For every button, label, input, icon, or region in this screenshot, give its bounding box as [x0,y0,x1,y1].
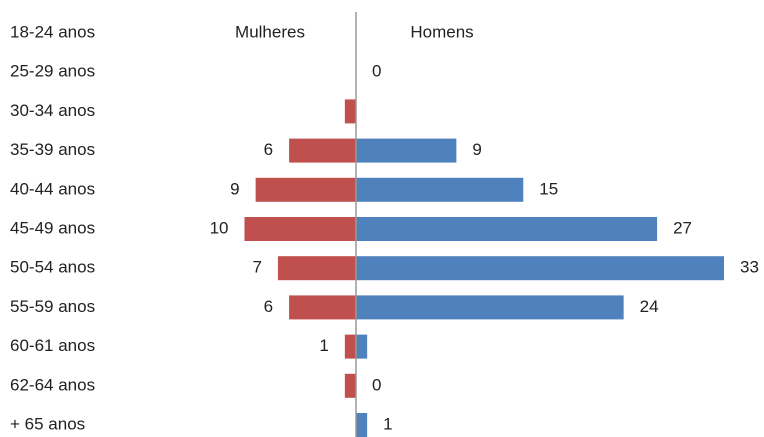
bar [356,138,457,163]
category-label: 45-49 anos [10,218,95,237]
bar [356,334,368,359]
category-label: 30-34 anos [10,101,95,120]
data-label: 0 [372,375,381,394]
data-label: 15 [539,179,558,198]
category-label: 18-24 anos [10,22,95,41]
category-label: 25-29 anos [10,62,95,81]
category-label: + 65 anos [10,414,85,433]
bar [289,138,356,163]
data-label: 9 [472,140,481,159]
data-label: 7 [252,258,261,277]
bar [356,413,368,437]
bar [277,256,356,281]
data-label: 1 [383,414,392,433]
data-label: 33 [740,258,759,277]
data-label: 9 [230,179,239,198]
category-label: 62-64 anos [10,375,95,394]
bar [244,217,356,241]
series-name: Mulheres [235,22,305,41]
bar [356,217,658,241]
data-label: 1 [319,336,328,355]
data-label: 27 [673,218,692,237]
data-label: 6 [264,297,273,316]
bar [344,373,356,398]
data-label: 24 [640,297,659,316]
bar [356,295,624,320]
bar [289,295,356,320]
category-label: 60-61 anos [10,336,95,355]
bar [344,99,356,124]
category-label: 55-59 anos [10,297,95,316]
data-label: 0 [372,62,381,81]
data-label: 6 [264,140,273,159]
bar [356,177,524,202]
bar [255,177,356,202]
data-label: 10 [210,218,229,237]
series-name: Homens [410,22,473,41]
category-label: 40-44 anos [10,179,95,198]
category-label: 35-39 anos [10,140,95,159]
category-label: 50-54 anos [10,258,95,277]
bar [356,256,724,281]
bar [344,334,356,359]
